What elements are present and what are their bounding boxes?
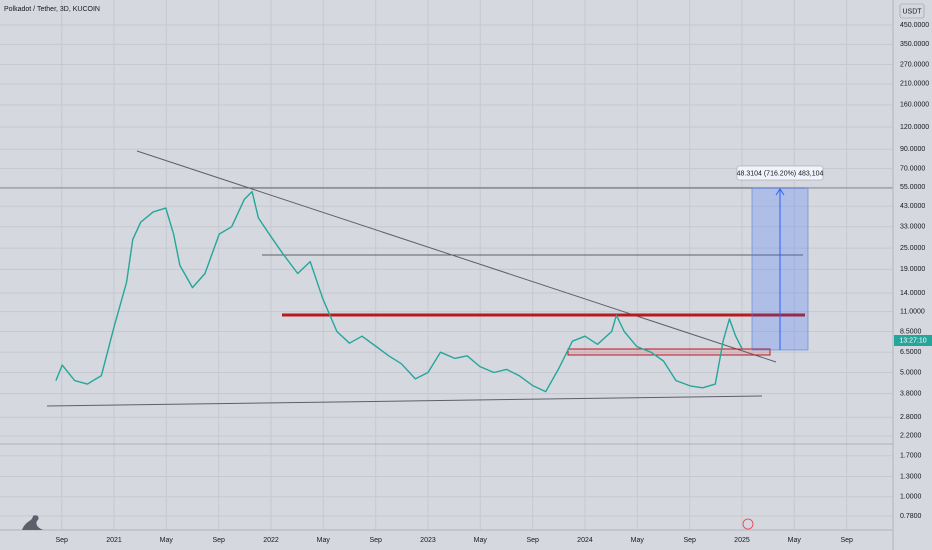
y-tick-label: 19.0000 [900, 266, 925, 273]
y-tick-label: 1.7000 [900, 453, 922, 460]
measure-arrow-head [775, 188, 785, 196]
logo [22, 515, 44, 530]
y-tick-label: 70.0000 [900, 166, 925, 173]
x-tick-label: May [160, 537, 174, 544]
price-line [55, 190, 743, 393]
y-tick-label: 270.0000 [900, 61, 929, 68]
drawings [0, 150, 893, 445]
y-tick-label: 33.0000 [900, 224, 925, 231]
y-tick-label: 120.0000 [900, 124, 929, 131]
x-tick-label: Sep [212, 537, 225, 544]
x-tick-label: Sep [369, 537, 382, 544]
x-tick-label: 2021 [106, 537, 122, 544]
y-tick-label: 5.0000 [900, 369, 922, 376]
y-tick-label: 8.5000 [900, 328, 922, 335]
y-tick-label: 43.0000 [900, 203, 925, 210]
y-tick-label: 2.8000 [900, 414, 922, 421]
x-tick-label: May [631, 537, 645, 544]
x-tick-label: May [317, 537, 331, 544]
currency[interactable]: USDT [902, 8, 922, 15]
x-tick-label: 2023 [420, 537, 436, 544]
y-tick-label: 1.0000 [900, 494, 922, 501]
series [55, 190, 743, 393]
x-tick-label: 2025 [734, 537, 750, 544]
x-tick-label: Sep [683, 537, 696, 544]
event-icon[interactable] [742, 518, 754, 530]
trend-line [136, 150, 777, 363]
x-tick-label: May [788, 537, 802, 544]
y-tick-label: 2.2000 [900, 433, 922, 440]
y-tick-label: 11.0000 [900, 308, 925, 315]
y-tick-label: 1.3000 [900, 473, 922, 480]
y-tick-label: 90.0000 [900, 146, 925, 153]
y-tick-label: 350.0000 [900, 41, 929, 48]
currency-box[interactable] [899, 3, 925, 19]
price-tag [894, 335, 932, 346]
countdown: 13:27:10 [899, 337, 926, 344]
y-tick-label: 450.0000 [900, 22, 929, 29]
x-tick-label: Sep [526, 537, 539, 544]
y-tick-label: 160.0000 [900, 102, 929, 109]
x-tick-label: May [474, 537, 488, 544]
x-tick-label: 2024 [577, 537, 593, 544]
y-tick-label: 14.0000 [900, 290, 925, 297]
zone-box [567, 348, 771, 356]
y-tick-label: 0.7800 [900, 513, 922, 520]
grid [0, 0, 893, 530]
x-tick-label: Sep [840, 537, 853, 544]
x-tick-label: 2022 [263, 537, 279, 544]
y-tick-label: 55.0000 [900, 184, 925, 191]
y-tick-label: 6.5000 [900, 349, 922, 356]
trend-line [46, 395, 763, 407]
measure-label-box [736, 165, 824, 181]
y-tick-label: 210.0000 [900, 81, 929, 88]
x-tick-label: Sep [55, 537, 68, 544]
y-tick-label: 3.8000 [900, 390, 922, 397]
y-tick-label: 25.0000 [900, 245, 925, 252]
chart-title: Polkadot / Tether, 3D, KUCOIN [4, 6, 100, 13]
measure-label: 48.3104 (716.20%) 483,104 [737, 170, 824, 177]
